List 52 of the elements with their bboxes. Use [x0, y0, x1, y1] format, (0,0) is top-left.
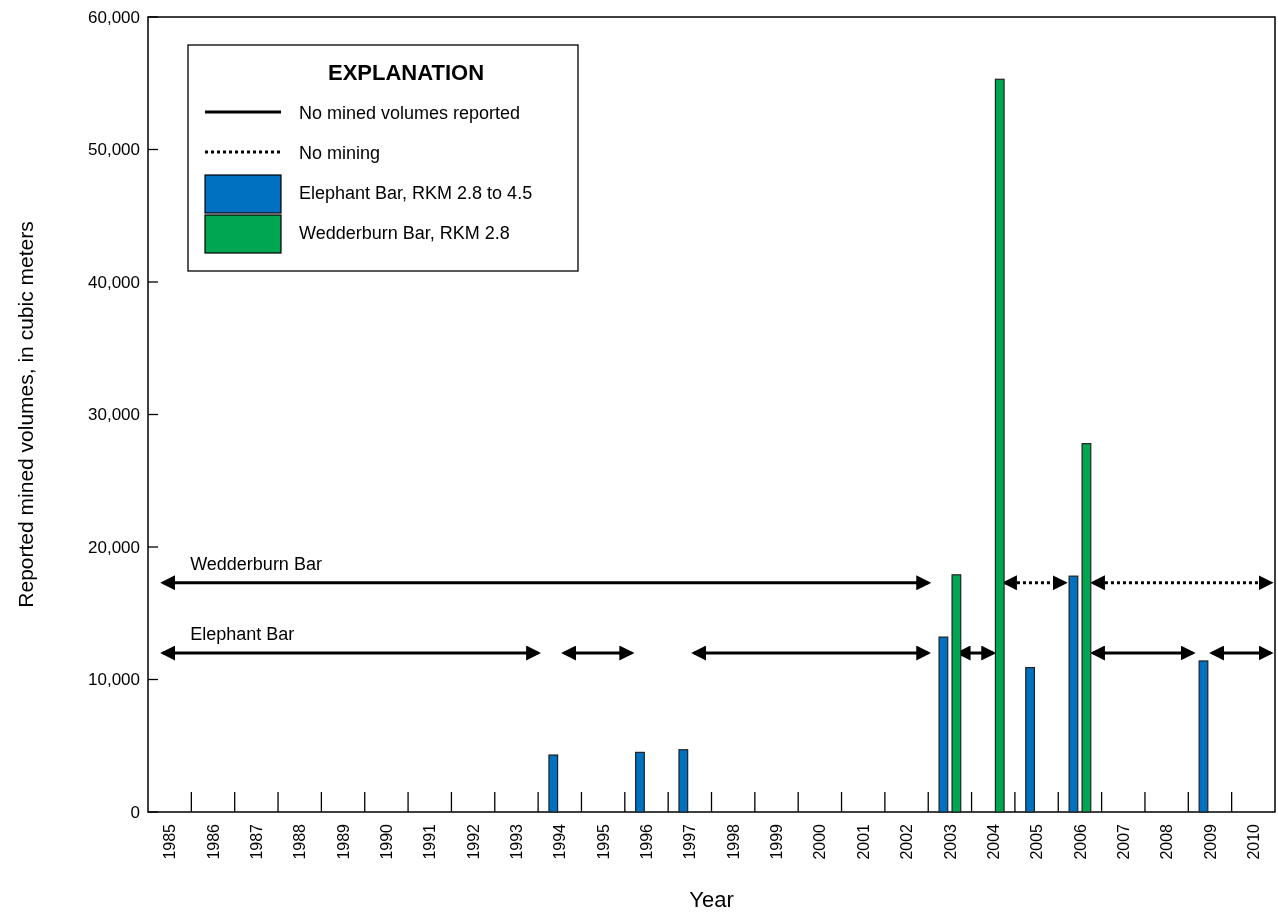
x-tick-label: 1994 — [551, 823, 569, 860]
x-tick-label: 1995 — [594, 823, 612, 860]
y-tick-label: 0 — [130, 802, 140, 822]
x-tick-label: 2008 — [1158, 823, 1176, 860]
annotation: Elephant Bar — [190, 624, 295, 644]
bar — [548, 754, 559, 813]
x-axis-title: Year — [689, 887, 734, 912]
x-tick-label: 2005 — [1028, 823, 1046, 860]
y-tick-label: 20,000 — [88, 537, 140, 557]
bar — [678, 749, 689, 813]
y-tick-label: 10,000 — [88, 670, 140, 690]
annotation: Wedderburn Bar — [190, 553, 322, 574]
x-tick-label: 2001 — [854, 823, 872, 860]
x-tick-label: 1998 — [724, 823, 742, 860]
bar — [938, 636, 949, 813]
x-tick-label: 2009 — [1201, 823, 1219, 860]
x-tick-label: 2010 — [1244, 823, 1262, 860]
x-tick-label: 2003 — [941, 823, 959, 860]
bar — [635, 751, 645, 813]
bar — [951, 574, 962, 813]
x-tick-label: 1991 — [421, 823, 439, 860]
x-tick-label: 1992 — [464, 823, 482, 860]
x-tick-label: 1999 — [768, 823, 786, 860]
x-tick-label: 1997 — [681, 823, 699, 860]
bar — [1068, 575, 1079, 813]
x-tick-label: 1996 — [638, 823, 656, 860]
bar — [1198, 660, 1209, 813]
y-tick-label: 30,000 — [88, 405, 140, 425]
x-tick-label: 1988 — [291, 823, 309, 860]
y-axis-title: Reported mined volumes, in cubic meters — [14, 221, 38, 608]
x-tick-label: 2000 — [811, 823, 829, 860]
x-tick-label: 1989 — [334, 823, 352, 860]
legend-title: EXPLANATION — [328, 60, 485, 85]
legend-label: No mining — [299, 143, 381, 164]
legend-label: Wedderburn Bar, RKM 2.8 — [299, 223, 510, 244]
legend-label: No mined volumes reported — [299, 103, 521, 124]
x-tick-label: 2002 — [898, 823, 916, 860]
bar — [1025, 666, 1036, 813]
x-tick-label: 1986 — [204, 823, 222, 860]
x-tick-label: 1993 — [508, 823, 526, 860]
y-tick-label: 40,000 — [88, 272, 140, 292]
x-tick-label: 1985 — [161, 823, 179, 860]
bar — [994, 78, 1005, 813]
legend-label: Elephant Bar, RKM 2.8 to 4.5 — [299, 183, 533, 204]
y-tick-label: 60,000 — [88, 7, 140, 27]
x-tick-label: 2004 — [984, 823, 1002, 860]
x-tick-label: 2007 — [1114, 823, 1132, 860]
bar — [1081, 443, 1092, 813]
x-tick-label: 2006 — [1071, 823, 1089, 860]
y-tick-label: 50,000 — [88, 140, 140, 160]
x-tick-label: 1990 — [378, 823, 395, 860]
x-tick-label: 1987 — [247, 823, 265, 860]
